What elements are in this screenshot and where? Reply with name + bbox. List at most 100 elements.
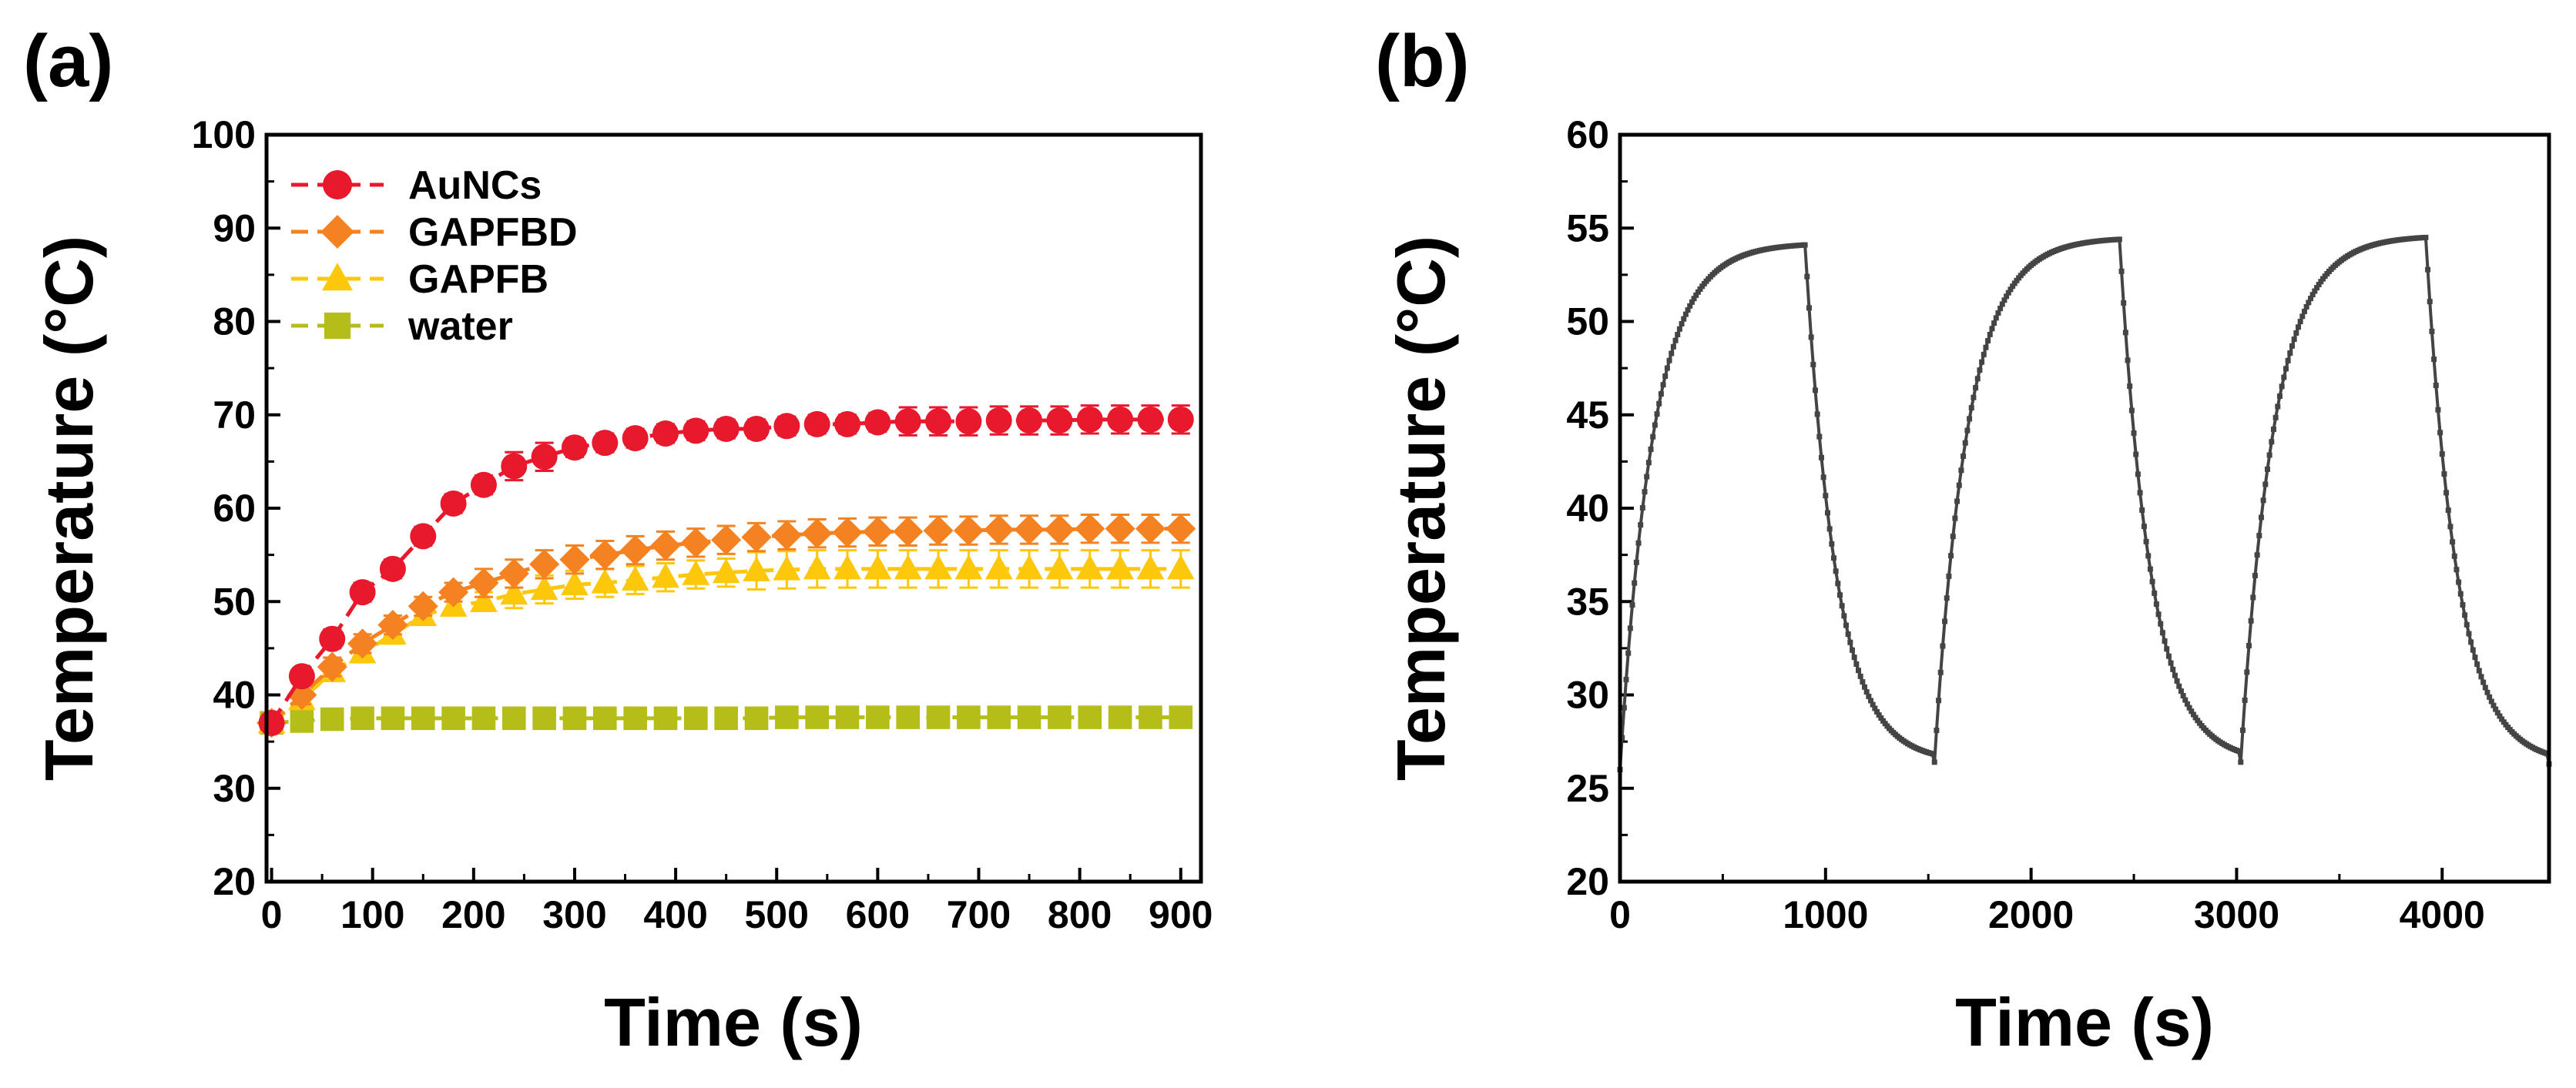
data-point-cycle xyxy=(2301,308,2307,314)
chart-a-x-tick-label: 900 xyxy=(1149,893,1213,936)
data-point-cycle xyxy=(2487,694,2493,700)
data-point-cycle xyxy=(2250,594,2256,601)
data-point-cycle xyxy=(2007,286,2014,293)
data-point-cycle xyxy=(2457,591,2464,597)
data-point-cycle xyxy=(2116,236,2122,243)
data-point-cycle xyxy=(1820,474,1826,480)
data-point-cycle xyxy=(1851,654,1857,661)
data-point-cycle xyxy=(2190,711,2196,718)
data-point-gapfb xyxy=(530,574,558,601)
data-point-cycle xyxy=(1850,647,1855,653)
data-point-cycle xyxy=(1860,679,1866,685)
data-point-cycle xyxy=(2269,439,2275,445)
data-point-cycle xyxy=(1874,708,1880,715)
data-point-cycle xyxy=(2192,715,2199,721)
data-point-gapfbd xyxy=(1014,514,1045,545)
data-point-cycle xyxy=(2289,343,2295,349)
data-point-auncs xyxy=(1107,406,1134,433)
data-point-cycle xyxy=(1804,273,1810,280)
data-point-gapfb xyxy=(803,554,831,580)
data-point-cycle xyxy=(2444,490,2450,496)
data-point-cycle xyxy=(1818,454,1824,460)
data-point-gapfbd xyxy=(408,591,438,621)
data-point-cycle xyxy=(2178,688,2184,695)
data-point-cycle xyxy=(1623,677,1629,683)
data-point-cycle xyxy=(2122,330,2128,336)
data-point-water xyxy=(381,706,405,731)
chart-a-series xyxy=(257,404,1196,738)
data-point-cycle xyxy=(1679,321,1685,327)
data-point-cycle xyxy=(1930,751,1936,757)
data-point-cycle xyxy=(1812,387,1818,393)
data-point-auncs xyxy=(379,555,406,582)
data-point-cycle xyxy=(1878,715,1884,721)
data-point-cycle xyxy=(1666,357,1672,363)
chart-b-y-tick-label: 45 xyxy=(1566,393,1609,437)
data-point-cycle xyxy=(2433,382,2439,388)
data-point-cycle xyxy=(1987,331,1993,337)
data-point-auncs xyxy=(531,444,558,470)
data-point-cycle xyxy=(1695,289,1701,295)
data-point-cycle xyxy=(2285,357,2291,363)
data-point-cycle xyxy=(2005,290,2011,296)
data-point-cycle xyxy=(1870,701,1876,708)
data-point-cycle xyxy=(1937,669,1944,675)
data-point-gapfb xyxy=(621,565,649,591)
data-point-water xyxy=(532,706,556,731)
data-point-cycle xyxy=(1999,301,2005,307)
chart-b-y-tick-label: 55 xyxy=(1566,206,1609,249)
data-point-auncs xyxy=(955,408,982,435)
data-point-cycle xyxy=(2128,407,2135,413)
data-point-water xyxy=(1108,705,1132,729)
chart-a-x-tick-label: 600 xyxy=(846,893,910,936)
data-point-cycle xyxy=(1675,331,1681,337)
data-point-cycle xyxy=(1985,338,1991,344)
data-point-gapfbd xyxy=(287,679,317,711)
chart-a-y-axis-title: Temperature (°C) xyxy=(31,236,107,781)
chart-a-x-tick-label: 300 xyxy=(542,893,606,936)
data-point-cycle xyxy=(2450,539,2456,545)
chart-a-y-tick-label: 70 xyxy=(213,393,256,437)
data-point-cycle xyxy=(2425,266,2431,273)
data-point-auncs xyxy=(501,453,528,480)
data-point-gapfb xyxy=(984,554,1013,580)
data-point-auncs xyxy=(319,625,346,652)
data-point-auncs xyxy=(410,523,437,550)
data-point-cycle xyxy=(1689,299,1695,305)
data-point-cycle xyxy=(1670,343,1676,350)
data-point-cycle xyxy=(1977,367,1983,373)
chart-b-x-axis-title: Time (s) xyxy=(1955,984,2214,1060)
data-point-cycle xyxy=(1826,526,1833,532)
chart-a-x-tick-label: 800 xyxy=(1048,893,1112,936)
data-point-cycle xyxy=(1946,573,1952,579)
data-point-auncs xyxy=(470,471,497,498)
data-point-water xyxy=(866,705,890,729)
data-point-cycle xyxy=(1685,307,1691,313)
data-point-cycle xyxy=(2468,639,2474,645)
data-point-gapfb xyxy=(561,570,589,596)
data-point-water xyxy=(1048,705,1072,729)
data-point-gapfbd xyxy=(680,527,711,558)
legend-marker-water xyxy=(324,312,351,340)
data-point-cycle xyxy=(2470,647,2476,653)
data-point-gapfbd xyxy=(862,516,893,547)
data-point-auncs xyxy=(1046,407,1073,434)
data-point-cycle xyxy=(2306,300,2312,306)
data-point-gapfb xyxy=(894,554,922,580)
data-point-cycle xyxy=(2170,666,2176,672)
legend-label-water: water xyxy=(408,304,513,349)
chart-a-x-tick-label: 700 xyxy=(947,893,1011,936)
data-point-gapfbd xyxy=(1105,514,1135,544)
data-point-auncs xyxy=(773,413,800,440)
data-point-auncs xyxy=(743,415,770,442)
data-point-cycle xyxy=(1967,416,1973,422)
data-point-auncs xyxy=(592,430,619,457)
data-point-auncs xyxy=(1016,407,1043,434)
data-point-gapfbd xyxy=(711,524,742,555)
data-point-cycle xyxy=(2155,611,2162,618)
data-point-cycle xyxy=(2242,697,2248,703)
data-point-gapfbd xyxy=(620,535,651,566)
chart-a-y-tick-label: 50 xyxy=(213,580,256,623)
data-point-cycle xyxy=(2004,293,2010,300)
